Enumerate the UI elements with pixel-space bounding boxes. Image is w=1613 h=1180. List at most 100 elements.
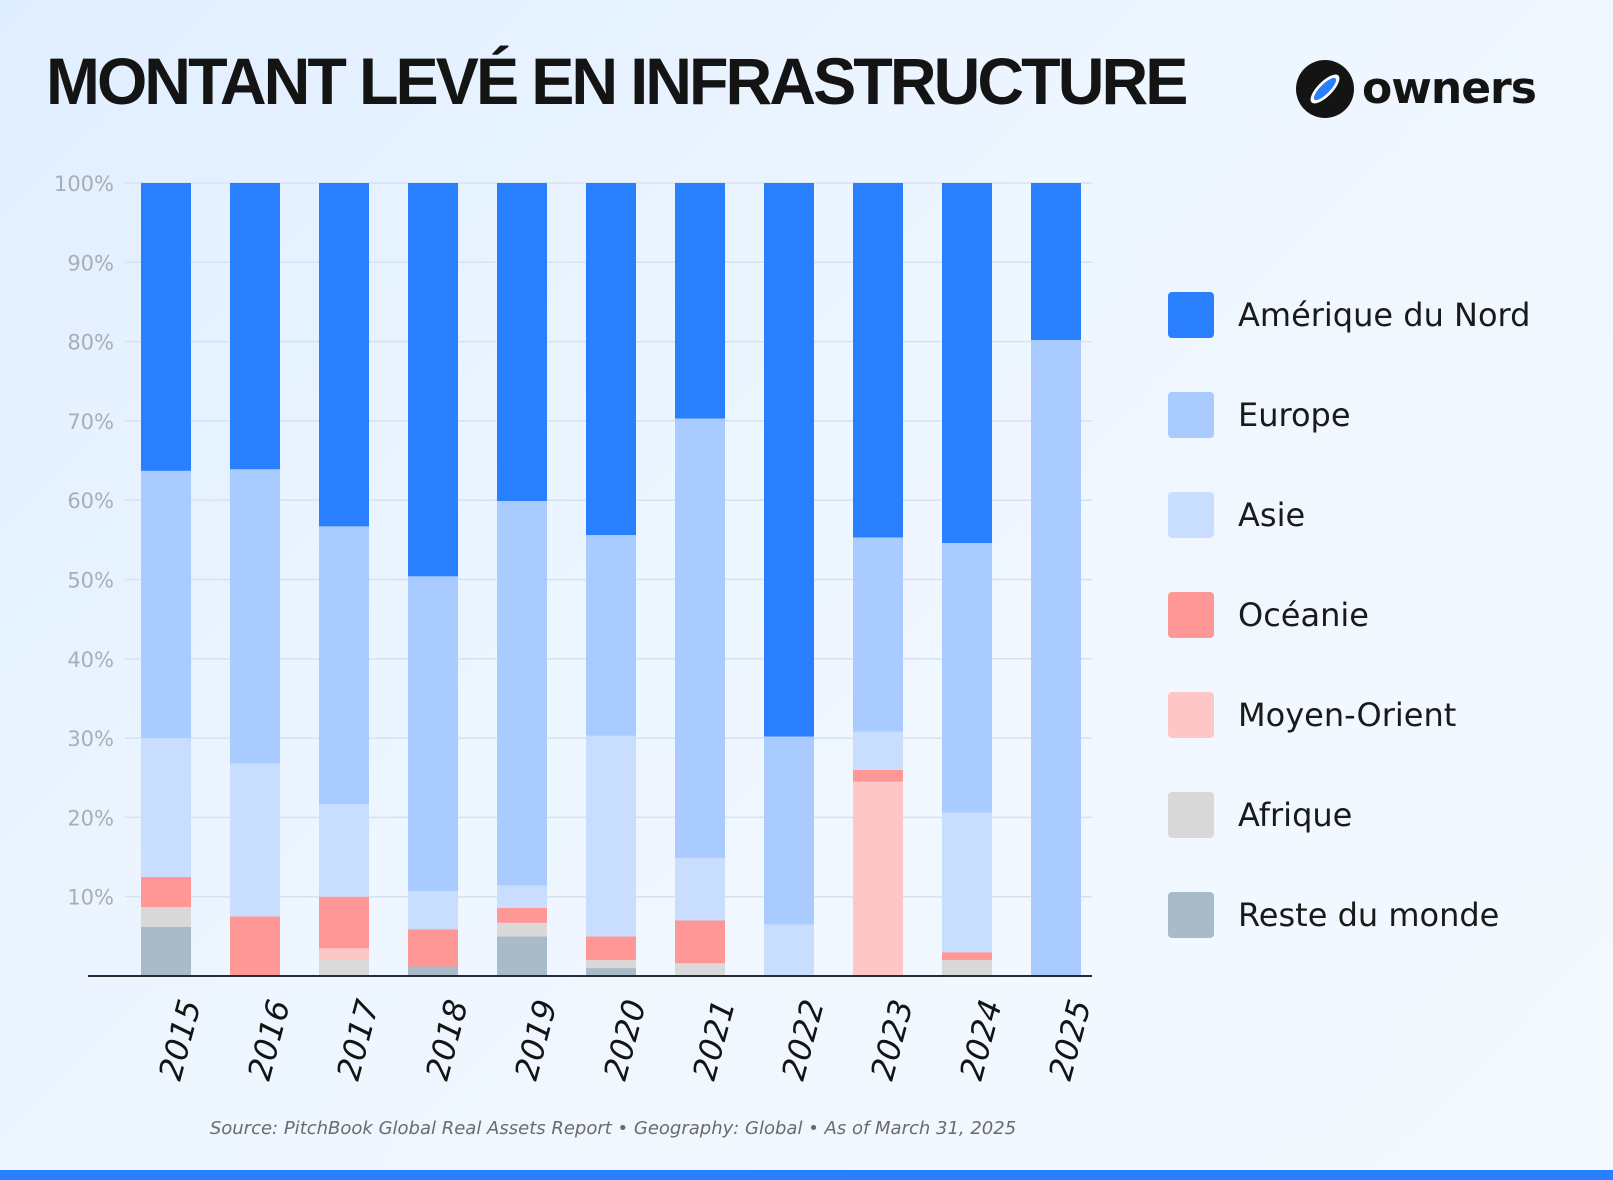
bar-segment (675, 183, 725, 419)
bar-segment (586, 936, 636, 961)
bar-segment (853, 183, 903, 538)
y-tick-label: 40% (67, 648, 114, 672)
legend-label: Asie (1238, 496, 1306, 534)
page-title: MONTANT LEVÉ EN INFRASTRUCTURE (46, 44, 1188, 118)
bar-segment (497, 885, 547, 908)
x-tick-label: 2021 (685, 996, 743, 1084)
legend-label: Reste du monde (1238, 896, 1500, 934)
bar-segment (942, 183, 992, 544)
legend-swatch (1168, 692, 1214, 738)
legend-label: Amérique du Nord (1238, 296, 1531, 334)
bar-segment (942, 543, 992, 813)
owners-logo-icon (1296, 60, 1354, 118)
bar-segment (586, 183, 636, 536)
legend-item: Moyen-Orient (1168, 665, 1530, 765)
bar-segment (853, 731, 903, 770)
bar-segment (408, 929, 458, 967)
bar-segment (141, 907, 191, 927)
bar-segment (497, 500, 547, 886)
legend-item: Asie (1168, 465, 1530, 565)
bar-segment (319, 183, 369, 527)
x-tick-label: 2016 (240, 996, 298, 1084)
legend-swatch (1168, 292, 1214, 338)
bar-segment (319, 896, 369, 949)
x-tick-label: 2019 (507, 996, 565, 1084)
bar-segment (1031, 340, 1081, 976)
bar-segment (764, 924, 814, 976)
bar-segment (942, 960, 992, 976)
bar-segment (853, 537, 903, 732)
source-note: Source: PitchBook Global Real Assets Rep… (209, 1118, 1017, 1139)
bar-segment (942, 812, 992, 953)
y-tick-label: 80% (67, 331, 114, 355)
bar-segment (675, 857, 725, 921)
x-tick-label: 2023 (863, 996, 921, 1084)
bar-segment (586, 968, 636, 976)
bar-segment (141, 738, 191, 877)
brand-name: owners (1362, 63, 1537, 114)
x-tick-label: 2017 (329, 995, 387, 1084)
bar-segment (764, 183, 814, 737)
legend-swatch (1168, 592, 1214, 638)
legend-item: Reste du monde (1168, 865, 1530, 965)
bar-segment (853, 769, 903, 782)
bar-segment (408, 891, 458, 930)
bar-segment (141, 470, 191, 739)
legend-swatch (1168, 392, 1214, 438)
y-tick-label: 50% (67, 569, 114, 593)
bar-segment (408, 183, 458, 577)
bar-segment (497, 936, 547, 976)
legend-label: Europe (1238, 396, 1351, 434)
x-tick-label: 2025 (1041, 996, 1099, 1084)
bar-segment (586, 960, 636, 969)
bar-segment (230, 183, 280, 470)
legend-label: Afrique (1238, 796, 1353, 834)
bar-segment (675, 418, 725, 858)
bar-segment (1031, 183, 1081, 341)
bar-segment (141, 183, 191, 471)
bar-segment (497, 907, 547, 923)
bar-segment (230, 469, 280, 764)
bar-segment (230, 763, 280, 917)
bar-segment (853, 781, 903, 976)
chart-legend: Amérique du Nord Europe Asie Océanie Moyen-O… (1168, 265, 1530, 965)
y-tick-label: 60% (67, 489, 114, 513)
bar-segment (230, 916, 280, 976)
x-tick-label: 2024 (952, 996, 1010, 1084)
y-tick-label: 10% (67, 886, 114, 910)
bar-segment (319, 803, 369, 897)
x-tick-label: 2015 (151, 996, 209, 1084)
bar-segment (319, 948, 369, 961)
bar-segment (586, 735, 636, 937)
bar-segment (319, 960, 369, 976)
y-tick-label: 90% (67, 251, 114, 275)
bar-segment (141, 876, 191, 908)
legend-swatch (1168, 892, 1214, 938)
legend-item: Afrique (1168, 765, 1530, 865)
legend-label: Océanie (1238, 596, 1369, 634)
bar-segment (675, 920, 725, 964)
bar-segment (319, 526, 369, 804)
legend-item: Amérique du Nord (1168, 265, 1530, 365)
y-tick-label: 100% (54, 172, 114, 196)
x-tick-label: 2018 (418, 996, 476, 1084)
bar-segment (675, 963, 725, 976)
bar-segment (408, 576, 458, 892)
legend-item: Europe (1168, 365, 1530, 465)
bar-segment (408, 966, 458, 976)
y-tick-label: 70% (67, 410, 114, 434)
legend-swatch (1168, 492, 1214, 538)
legend-item: Océanie (1168, 565, 1530, 665)
bar-segment (942, 952, 992, 961)
bar-segment (141, 926, 191, 976)
y-tick-label: 20% (67, 806, 114, 830)
brand: owners (1296, 60, 1537, 118)
x-tick-label: 2020 (596, 996, 654, 1084)
bar-segment (764, 736, 814, 925)
bottom-accent-bar (0, 1170, 1613, 1180)
bar-segment (586, 535, 636, 736)
bar-segment (497, 183, 547, 501)
x-tick-label: 2022 (774, 996, 832, 1084)
legend-label: Moyen-Orient (1238, 696, 1457, 734)
